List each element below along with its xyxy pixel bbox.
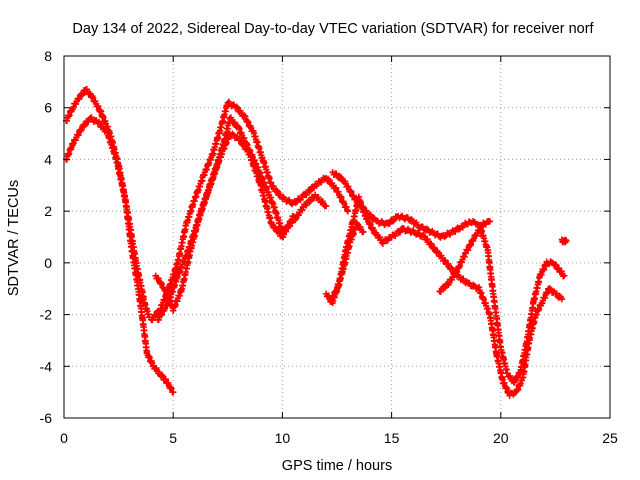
data-point [325, 176, 333, 184]
data-point [170, 388, 177, 396]
plot-frame [63, 55, 611, 419]
ticks: 0 5 10 15 20 25 -6 -4 -2 0 2 4 6 8 [40, 48, 618, 446]
data-point [306, 188, 313, 195]
data-point [396, 228, 404, 236]
data-point [333, 170, 340, 177]
data-point [324, 175, 332, 183]
data-point [306, 198, 313, 205]
data-point [292, 199, 299, 206]
x-tick-label: 20 [493, 430, 509, 446]
data-point [76, 95, 83, 102]
data-point [299, 206, 306, 214]
series-track-i [327, 219, 367, 306]
data-point [307, 197, 314, 205]
series-track-c [148, 98, 352, 324]
data-point [270, 183, 277, 190]
data-point [162, 376, 169, 383]
series-track-f [322, 193, 566, 399]
data-point [511, 378, 518, 385]
data-point [319, 198, 327, 205]
data-point [78, 126, 85, 133]
data-point [442, 257, 449, 264]
y-tick-label: -4 [40, 358, 53, 374]
data-point [428, 240, 435, 248]
data-point [241, 112, 248, 119]
data-point [336, 173, 344, 180]
data-point [344, 207, 352, 215]
data-point [155, 275, 162, 282]
data-point [103, 127, 110, 135]
data-point [448, 265, 456, 273]
data-point [360, 204, 367, 211]
data-point [337, 174, 345, 181]
x-tick-label: 10 [275, 430, 291, 446]
chart-title: Day 134 of 2022, Sidereal Day-to-day VTE… [72, 21, 594, 37]
x-tick-label: 0 [60, 430, 68, 446]
data-marks [62, 86, 570, 399]
data-point [290, 213, 297, 220]
data-point [444, 260, 452, 268]
series-track-j [558, 236, 570, 246]
x-tick-label: 25 [602, 430, 618, 446]
data-point [332, 184, 340, 192]
data-point [563, 237, 570, 245]
data-point [322, 202, 330, 210]
data-point [303, 202, 310, 209]
y-tick-label: 4 [44, 151, 52, 167]
data-point [274, 188, 281, 195]
data-point [553, 290, 560, 297]
x-axis-label: GPS time / hours [282, 458, 392, 474]
data-point [360, 228, 367, 236]
y-axis-label: SDTVAR / TECUs [6, 180, 22, 296]
data-point [558, 295, 566, 303]
data-point [268, 219, 275, 226]
y-tick-label: 8 [44, 48, 52, 64]
x-tick-label: 15 [384, 430, 400, 446]
data-point [353, 196, 360, 203]
data-point [431, 244, 438, 251]
data-point [165, 379, 172, 387]
data-point [311, 191, 319, 199]
y-tick-label: 2 [44, 203, 52, 219]
data-point [273, 186, 280, 194]
series-track-h [436, 217, 494, 296]
data-point [79, 90, 87, 97]
y-tick-label: -2 [40, 307, 53, 323]
data-point [386, 220, 393, 227]
data-point [168, 385, 175, 392]
data-point [384, 237, 392, 244]
y-tick-label: -6 [40, 410, 53, 426]
data-point [546, 285, 554, 292]
y-tick-label: 0 [44, 255, 52, 271]
data-point [560, 272, 568, 279]
data-point [486, 218, 494, 225]
data-point [352, 195, 359, 202]
data-point [303, 191, 310, 199]
data-point [149, 316, 156, 324]
data-point [447, 264, 455, 271]
data-point [271, 223, 278, 230]
series-track-e [154, 130, 297, 324]
series-track-g [329, 169, 568, 386]
data-point [307, 187, 314, 194]
data-point [441, 284, 449, 291]
data-point [158, 280, 166, 288]
data-point [367, 211, 375, 219]
data-point [231, 119, 239, 126]
data-point [476, 227, 484, 234]
x-tick-label: 5 [169, 430, 177, 446]
data-point [272, 224, 279, 231]
data-point [233, 103, 240, 110]
y-tick-label: 6 [44, 100, 52, 116]
data-point [237, 136, 244, 144]
series-track-b [62, 114, 177, 396]
